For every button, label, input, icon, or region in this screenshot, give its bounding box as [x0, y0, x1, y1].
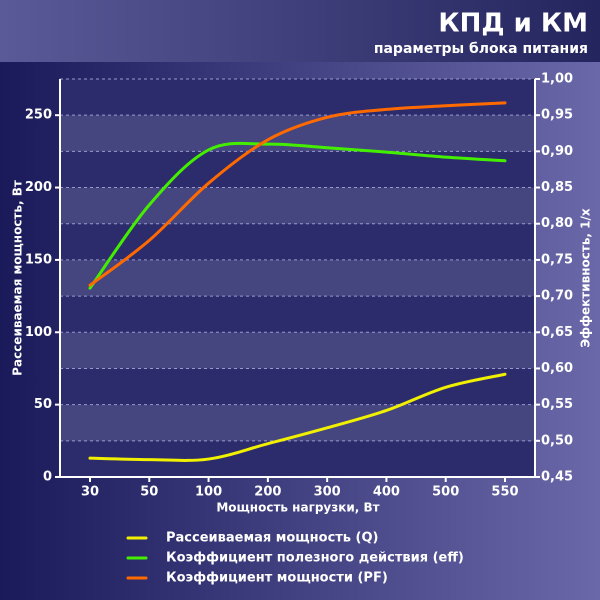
y2-tick-label: 0,95	[541, 108, 573, 123]
x-tick-label: 500	[432, 485, 459, 500]
x-tick-label: 30	[81, 485, 99, 500]
y-tick-label: 150	[25, 252, 52, 267]
legend-label: Коэффициент мощности (PF)	[166, 571, 388, 586]
series-line	[88, 372, 507, 462]
y-tick-label: 200	[25, 180, 52, 195]
plot-band	[60, 79, 535, 116]
plot-band	[60, 223, 535, 260]
y2-tick-label: 0,60	[541, 361, 573, 376]
series-line	[88, 101, 507, 287]
x-axis-label: Мощность нагрузки, Вт	[216, 501, 379, 515]
x-tick-label: 50	[140, 485, 158, 500]
series-line	[88, 141, 507, 290]
y-tick-label: 100	[25, 325, 52, 340]
legend-label: Коэффициент полезного действия (eff)	[166, 551, 464, 566]
y-tick-label: 50	[34, 397, 52, 412]
y2-tick-label: 0,70	[541, 289, 573, 304]
y2-tick-label: 0,85	[541, 180, 573, 195]
x-tick-label: 400	[373, 485, 400, 500]
y-axis-label: Рассеиваемая мощность, Вт	[11, 180, 25, 376]
y2-tick-label: 1,00	[541, 72, 573, 87]
plot-band	[60, 151, 535, 188]
y-tick-label: 250	[25, 108, 52, 123]
y-tick-label: 0	[43, 470, 52, 485]
y2-tick-label: 0,65	[541, 325, 573, 340]
legend-label: Рассеиваемая мощность (Q)	[166, 531, 379, 546]
chart-title: КПД и КМ	[438, 9, 588, 39]
y2-tick-label: 0,50	[541, 433, 573, 448]
y2-tick-label: 0,75	[541, 252, 573, 267]
plot-band	[60, 368, 535, 405]
x-tick-label: 300	[314, 485, 341, 500]
y2-tick-label: 0,45	[541, 470, 573, 485]
x-tick-label: 100	[195, 485, 222, 500]
plot-band	[60, 296, 535, 333]
plot-band	[60, 259, 535, 297]
y2-tick-label: 0,80	[541, 216, 573, 231]
header	[0, 0, 600, 62]
y2-axis-label: Эффективность, 1/x	[579, 208, 593, 348]
chart-subtitle: параметры блока питания	[374, 41, 588, 57]
x-tick-label: 200	[254, 485, 281, 500]
plot-band	[60, 332, 535, 369]
y2-tick-label: 0,90	[541, 144, 573, 159]
y2-tick-label: 0,55	[541, 397, 573, 412]
x-tick-label: 550	[491, 485, 518, 500]
plot-band	[60, 187, 535, 224]
